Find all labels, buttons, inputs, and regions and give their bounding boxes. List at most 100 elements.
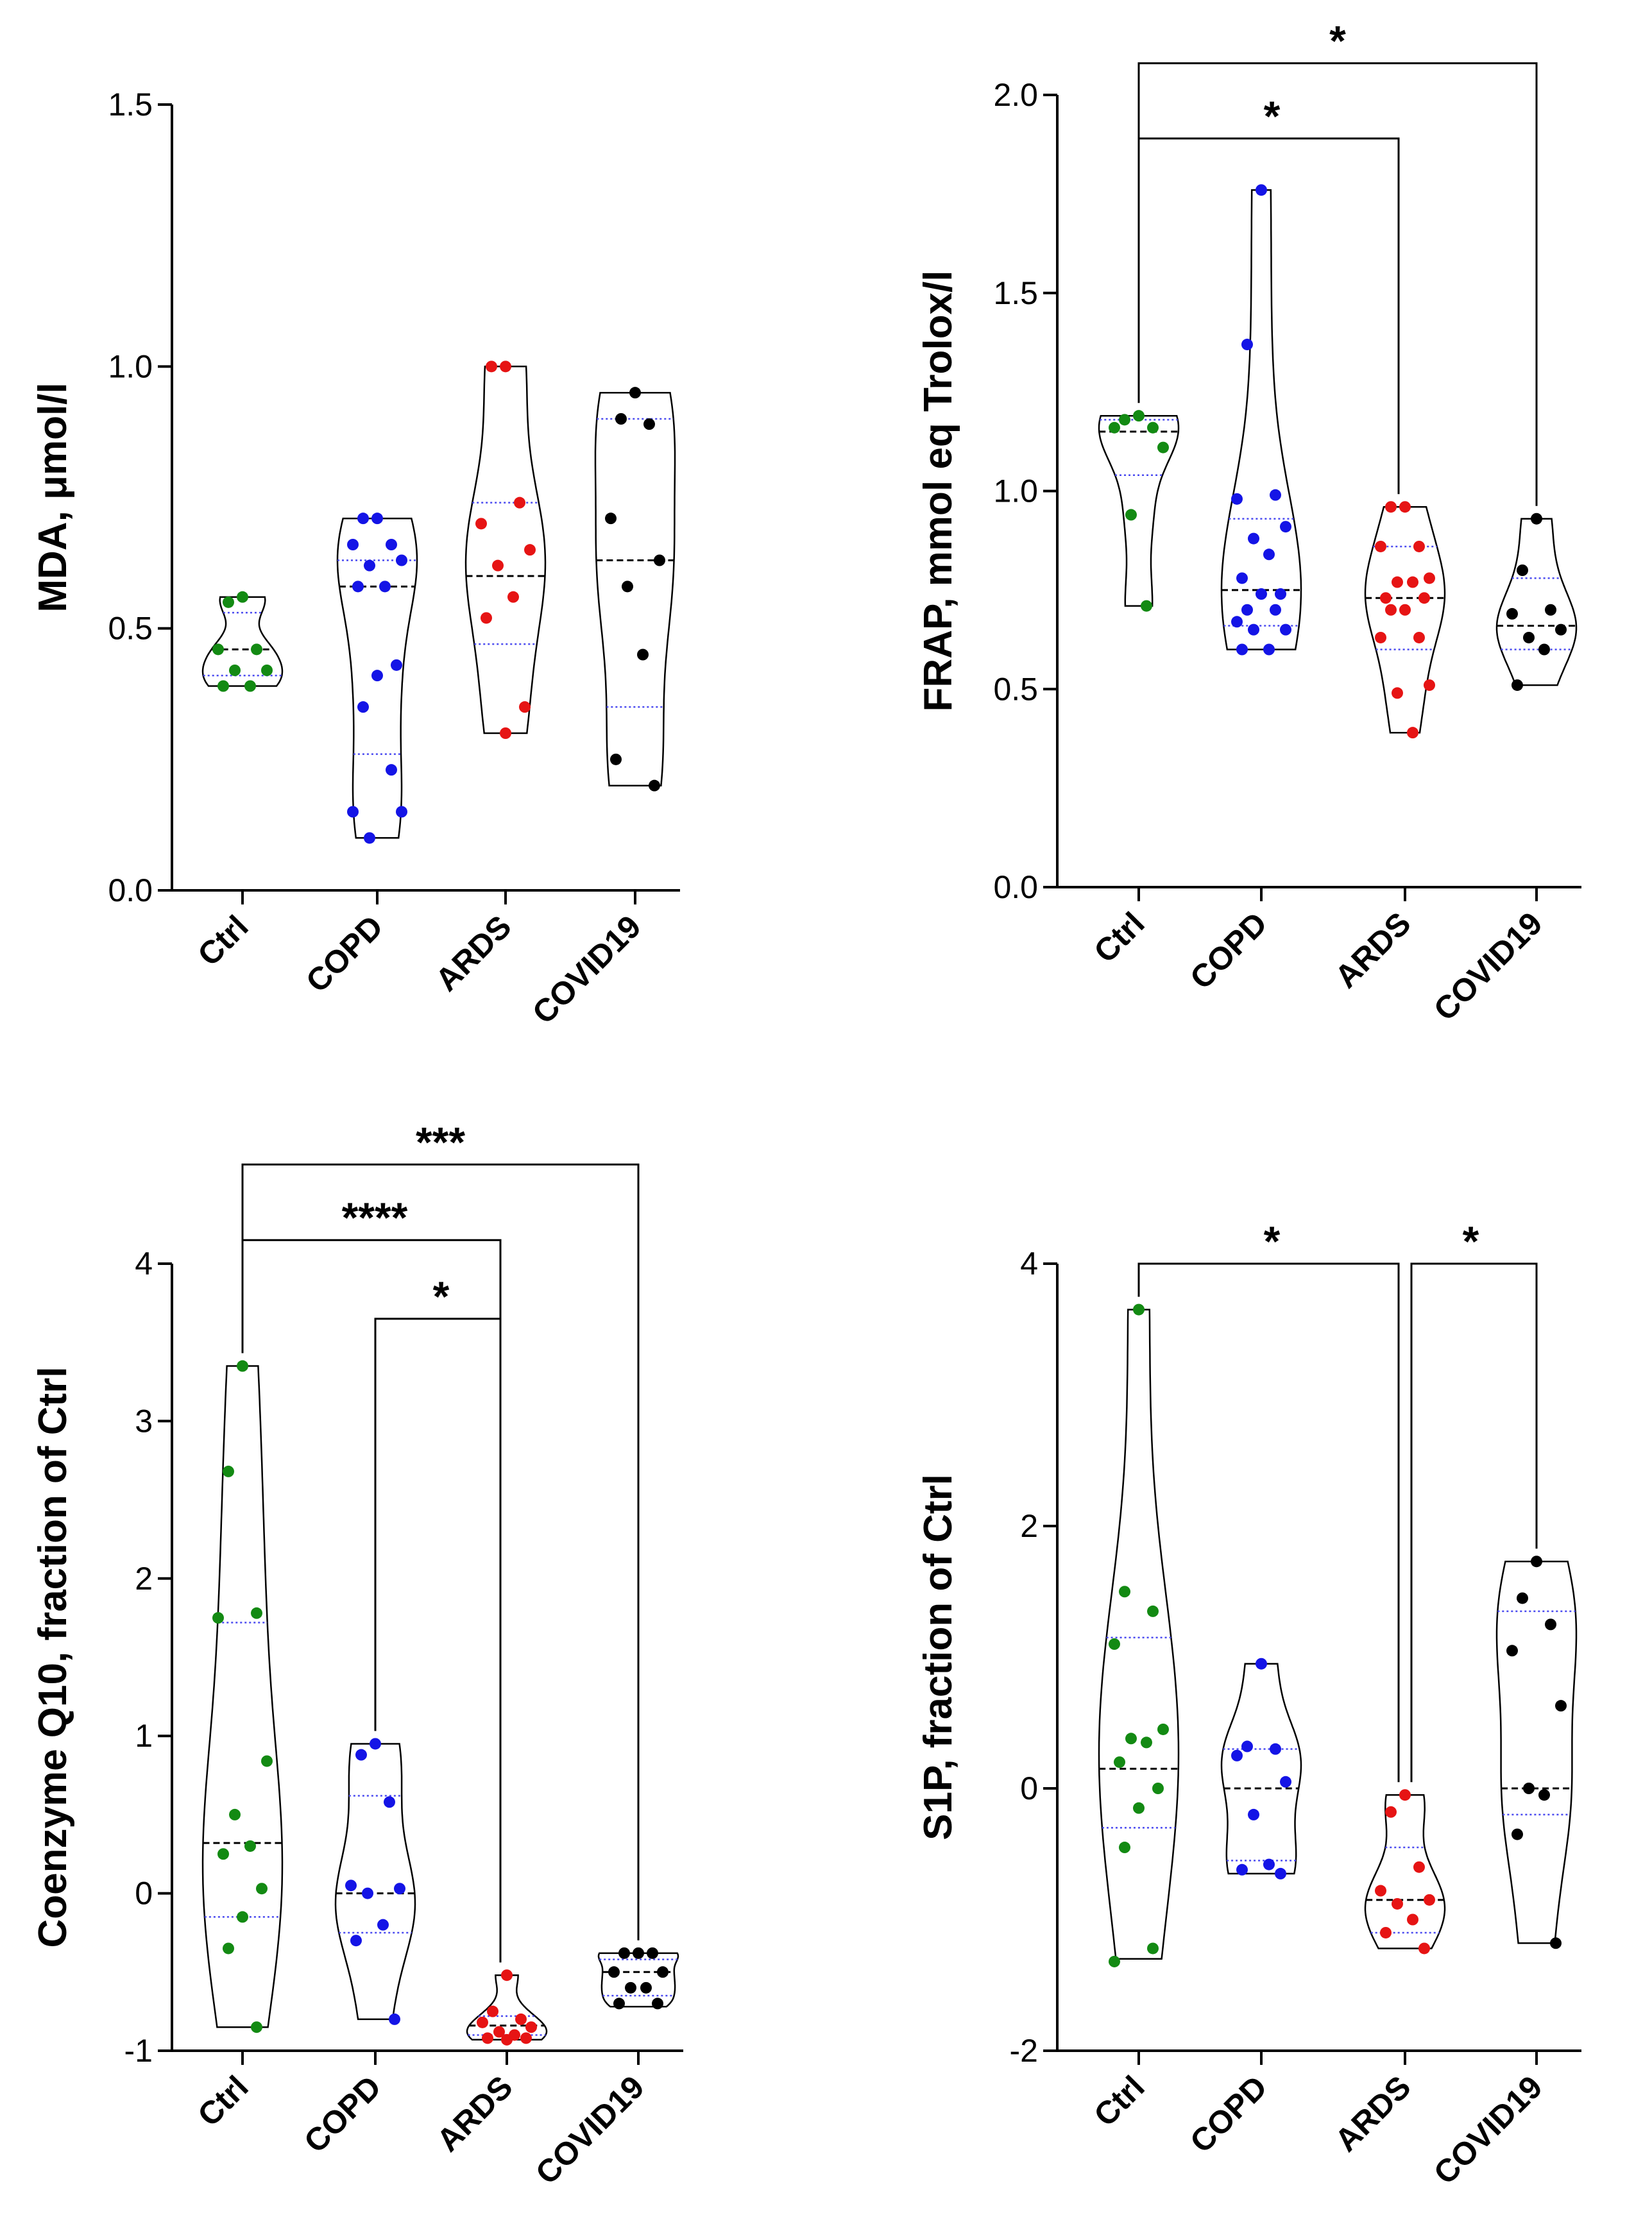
y-tick-label: 4 [135, 1246, 153, 1282]
data-point-ctrl [1119, 1586, 1130, 1598]
data-point-ards [525, 2021, 537, 2033]
data-point-copd [389, 2013, 400, 2025]
x-tick-label-copd: COPD [297, 2069, 388, 2160]
data-point-copd [1236, 572, 1248, 584]
significance-label: *** [416, 1118, 465, 1166]
data-point-covid19 [1511, 1828, 1523, 1840]
violin-copd [336, 517, 418, 839]
data-point-ctrl [1125, 1733, 1137, 1745]
data-point-covid19 [1550, 1937, 1562, 1949]
data-point-ards [501, 2033, 513, 2046]
y-tick-label: 2 [135, 1561, 153, 1597]
data-point-covid19 [625, 1981, 636, 1994]
data-point-covid19 [610, 753, 622, 765]
data-point-ards [519, 701, 531, 713]
data-point-copd [1248, 532, 1259, 545]
data-point-copd [1256, 1658, 1267, 1670]
violin-ctrl [1098, 414, 1180, 607]
data-point-ards [1385, 604, 1397, 616]
y-tick-label: 1.5 [108, 87, 153, 123]
data-point-ards [1418, 1942, 1430, 1955]
violin-ctrl [201, 596, 284, 687]
y-tick-label: 0.5 [993, 671, 1038, 707]
significance-bracket [241, 1163, 640, 1940]
x-tick-label-ards: ARDS [1328, 905, 1418, 995]
data-point-copd [1241, 1740, 1253, 1752]
data-point-covid19 [1531, 1556, 1542, 1568]
data-point-ards [515, 2013, 527, 2025]
data-point-ards [1407, 727, 1418, 739]
data-point-ards [500, 361, 511, 373]
x-tick-label-ards: ARDS [429, 908, 518, 998]
violin-copd [1220, 189, 1302, 650]
data-point-covid19 [640, 1981, 652, 1994]
data-point-copd [377, 1919, 389, 1931]
significance-label: * [1264, 1217, 1281, 1265]
data-point-ctrl [261, 1755, 273, 1767]
data-point-copd [379, 581, 391, 593]
data-point-covid19 [1555, 1700, 1567, 1712]
data-point-copd [1263, 1858, 1275, 1870]
data-point-copd [357, 701, 369, 713]
significance-bracket [1410, 1262, 1538, 1783]
significance-label: **** [342, 1194, 408, 1241]
data-point-ctrl [1125, 509, 1137, 521]
data-point-ards [1399, 501, 1411, 513]
x-tick-label-ctrl: Ctrl [191, 908, 255, 972]
data-point-copd [1256, 588, 1267, 600]
data-point-covid19 [649, 779, 660, 792]
violin-ards [1364, 1794, 1446, 1949]
violin-copd [1220, 1663, 1302, 1875]
data-point-copd [345, 1879, 357, 1892]
x-tick-label-covid19: COVID19 [525, 908, 648, 1031]
significance-label: * [1329, 17, 1346, 65]
data-point-covid19 [633, 1947, 644, 1959]
data-point-copd [1280, 1776, 1291, 1788]
data-point-ards [1392, 576, 1403, 588]
data-point-covid19 [608, 1966, 620, 1978]
data-point-ards [1413, 1861, 1425, 1873]
significance-bracket [241, 1239, 502, 1963]
data-point-ctrl [244, 1840, 256, 1852]
data-point-ards [1424, 572, 1435, 584]
violin-copd [334, 1743, 416, 2021]
data-point-copd [347, 539, 359, 550]
data-point-ctrl [229, 1808, 241, 1820]
data-point-copd [386, 539, 397, 550]
data-point-ards [1385, 1806, 1397, 1818]
data-point-covid19 [1517, 564, 1528, 576]
data-point-copd [1263, 643, 1275, 656]
data-point-covid19 [1538, 643, 1550, 656]
data-point-covid19 [618, 1947, 630, 1959]
data-point-copd [364, 559, 375, 572]
data-point-copd [1236, 643, 1248, 656]
data-point-copd [1270, 604, 1281, 616]
data-point-ards [1392, 687, 1403, 699]
data-point-covid19 [1545, 604, 1556, 616]
x-tick-label-covid19: COVID19 [529, 2069, 651, 2191]
x-tick-label-ards: ARDS [1328, 2069, 1418, 2159]
x-tick-label-covid19: COVID19 [1427, 2069, 1549, 2191]
data-point-ards [507, 591, 519, 603]
data-point-ctrl [251, 2021, 262, 2033]
data-point-ctrl [1109, 1955, 1120, 1967]
data-point-ards [1380, 592, 1392, 604]
data-point-ctrl [1133, 410, 1145, 422]
violin-covid19 [1495, 1560, 1578, 1944]
data-point-ards [1385, 501, 1397, 513]
data-point-covid19 [637, 649, 649, 661]
y-tick-label: 0 [135, 1876, 153, 1912]
data-point-copd [350, 1935, 362, 1947]
data-point-copd [1248, 623, 1259, 636]
data-point-copd [386, 764, 397, 776]
y-tick-label: 3 [135, 1403, 153, 1439]
data-point-ards [493, 2026, 505, 2038]
x-tick-label-copd: COPD [1183, 2069, 1274, 2160]
data-point-copd [355, 1749, 367, 1761]
data-point-ards [492, 559, 504, 572]
chart-panel-3: -1 0 1 2 3 4 Coenzyme Q10, fraction of Ctrl Ctr… [31, 1118, 683, 2191]
y-axis-label: MDA, μmol/l [31, 382, 75, 612]
data-point-ctrl [223, 1942, 234, 1955]
data-point-ards [501, 1969, 513, 1981]
